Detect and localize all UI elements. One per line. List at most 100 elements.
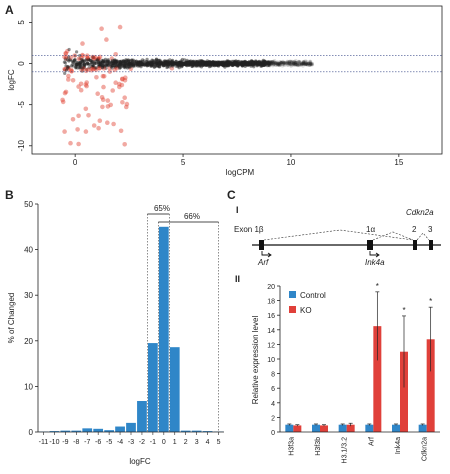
background-point <box>295 61 299 65</box>
background-point <box>304 62 308 66</box>
background-point <box>281 59 285 63</box>
background-point <box>80 57 84 62</box>
histogram-x-tick-label: 1 <box>173 439 177 446</box>
scatter-y-tick-label: -10 <box>17 139 26 151</box>
outlier-point <box>83 82 89 87</box>
outlier-point <box>117 84 122 90</box>
outlier-point <box>97 54 103 60</box>
background-point <box>283 63 287 67</box>
background-point <box>286 62 290 66</box>
histogram-y-tick-label: 40 <box>24 246 33 255</box>
background-point <box>301 61 305 65</box>
background-point <box>285 61 289 65</box>
outlier-point <box>99 95 105 100</box>
exon-2-3-splice <box>416 232 430 241</box>
expression-bar-control <box>285 424 294 432</box>
histogram-bar <box>115 426 125 432</box>
outlier-point <box>105 120 110 125</box>
outlier-point <box>62 129 67 134</box>
background-point <box>175 61 179 65</box>
significant-point <box>63 51 69 56</box>
background-point <box>63 71 67 75</box>
background-point <box>301 62 305 66</box>
background-point <box>303 61 307 65</box>
background-point <box>283 61 287 65</box>
background-point <box>292 60 296 64</box>
background-point <box>301 62 305 66</box>
background-point <box>284 62 288 66</box>
outlier-point <box>84 83 89 89</box>
background-point <box>291 61 295 65</box>
background-point <box>281 60 285 64</box>
expression-bar-control <box>418 424 427 432</box>
histogram-y-label: % of Changed <box>7 293 16 344</box>
background-point <box>285 60 289 64</box>
background-point <box>87 66 91 70</box>
background-point <box>285 61 289 65</box>
background-point <box>88 58 92 63</box>
background-point <box>297 63 301 67</box>
histogram-bar <box>49 431 60 432</box>
histogram-x-tick-label: 0 <box>162 439 166 446</box>
background-point <box>306 63 310 67</box>
background-point <box>299 60 303 64</box>
background-point <box>288 63 293 67</box>
scatter-x-tick-label: 0 <box>73 158 78 167</box>
background-point <box>285 61 289 65</box>
outlier-point <box>83 106 89 112</box>
background-point <box>272 62 276 66</box>
outlier-point <box>118 128 124 134</box>
background-point <box>272 62 276 66</box>
background-point <box>301 60 305 64</box>
background-point <box>287 61 291 65</box>
expression-y-tick-label: 16 <box>267 313 275 320</box>
background-point <box>304 59 308 63</box>
background-point <box>297 60 301 64</box>
histogram-y-tick-label: 20 <box>24 337 33 346</box>
background-point <box>277 61 281 66</box>
background-point <box>283 60 287 64</box>
background-point <box>299 62 303 66</box>
background-point <box>91 64 95 68</box>
background-point <box>272 60 276 64</box>
background-point <box>78 66 82 70</box>
background-point <box>309 62 313 66</box>
histogram-bar <box>202 431 213 432</box>
outlier-point <box>75 127 80 132</box>
expression-bar-ko <box>426 339 435 432</box>
expression-y-tick-label: 10 <box>267 357 275 364</box>
significance-star: * <box>376 282 379 291</box>
outlier-point <box>80 53 86 59</box>
background-point <box>128 59 133 63</box>
expression-bar-ko <box>346 424 355 432</box>
background-point <box>292 62 296 66</box>
outlier-point <box>76 141 81 147</box>
background-point <box>251 61 255 65</box>
background-point <box>74 60 78 64</box>
background-point <box>274 61 278 65</box>
background-point <box>294 63 298 67</box>
background-point <box>289 62 293 66</box>
background-point <box>289 63 293 67</box>
background-point <box>288 62 292 66</box>
background-point <box>302 62 306 66</box>
background-point <box>286 60 290 64</box>
background-point <box>279 61 283 65</box>
histogram-bars <box>38 226 224 432</box>
background-point <box>292 60 296 64</box>
background-point <box>272 61 276 65</box>
background-point <box>276 61 280 66</box>
outlier-point <box>78 87 84 93</box>
expression-y-tick-label: 20 <box>267 284 275 291</box>
histogram-x-tick-label: 5 <box>217 439 221 446</box>
background-point <box>111 61 115 65</box>
expression-bar-ko <box>400 351 408 432</box>
background-point <box>303 62 307 67</box>
background-point <box>292 61 296 65</box>
background-point <box>270 62 274 66</box>
background-point <box>308 63 313 67</box>
background-point <box>302 61 306 66</box>
background-point <box>170 58 175 62</box>
annotation-66-percent: 66% <box>184 212 200 221</box>
background-point <box>124 64 128 68</box>
